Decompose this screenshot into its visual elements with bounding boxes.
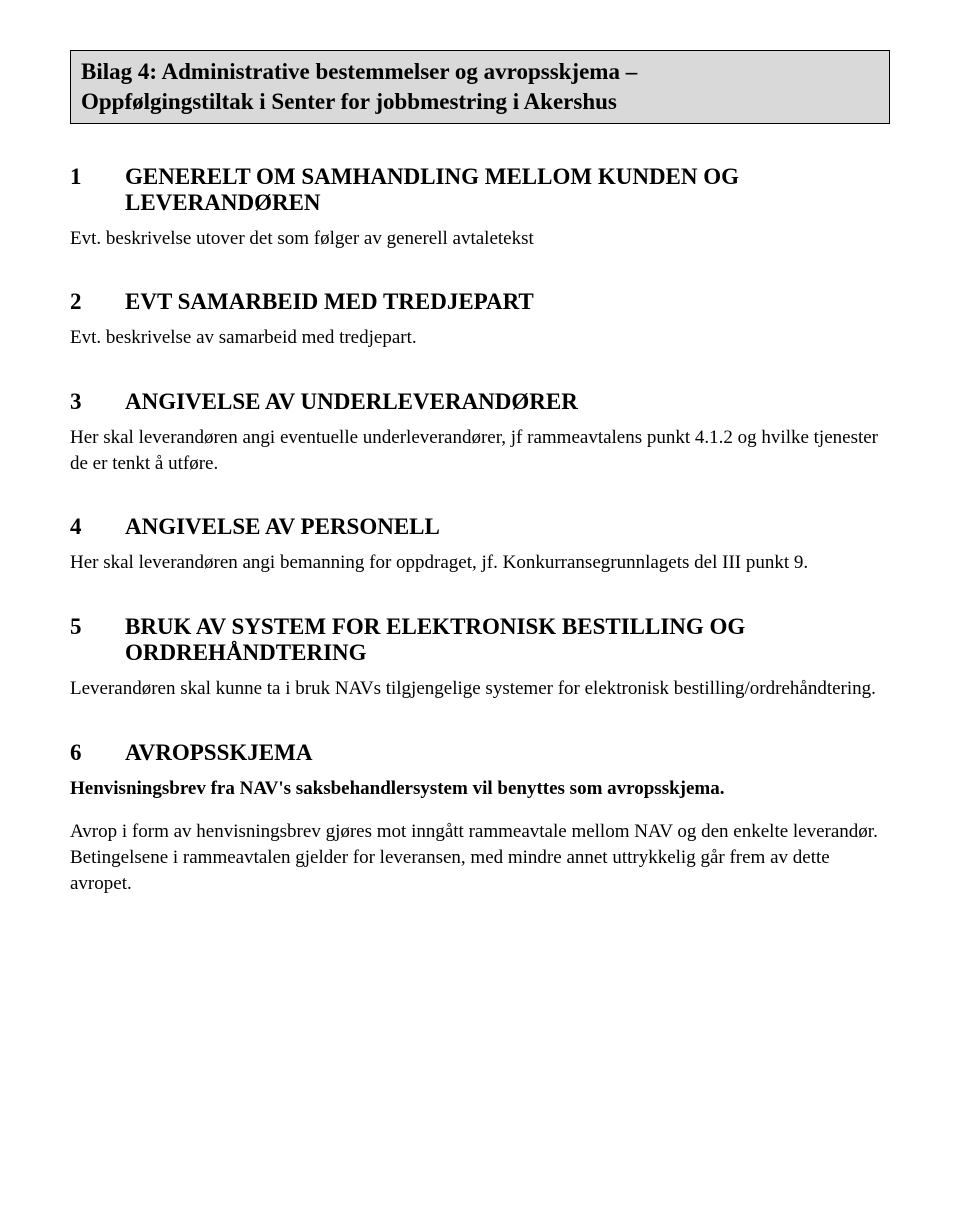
section-body: Avrop i form av henvisningsbrev gjøres m…: [70, 819, 890, 896]
section-number: 4: [70, 514, 125, 540]
section-title: BRUK AV SYSTEM FOR ELEKTRONISK BESTILLIN…: [125, 614, 890, 666]
section-heading: 5 BRUK AV SYSTEM FOR ELEKTRONISK BESTILL…: [70, 614, 890, 666]
section-1: 1 GENERELT OM SAMHANDLING MELLOM KUNDEN …: [70, 164, 890, 252]
section-3: 3 ANGIVELSE AV UNDERLEVERANDØRER Her ska…: [70, 389, 890, 476]
section-title: ANGIVELSE AV UNDERLEVERANDØRER: [125, 389, 578, 415]
section-2: 2 EVT SAMARBEID MED TREDJEPART Evt. besk…: [70, 289, 890, 351]
title-line1: Bilag 4: Administrative bestemmelser og …: [81, 57, 879, 87]
section-5: 5 BRUK AV SYSTEM FOR ELEKTRONISK BESTILL…: [70, 614, 890, 702]
section-number: 6: [70, 740, 125, 766]
section-number: 1: [70, 164, 125, 216]
section-title: EVT SAMARBEID MED TREDJEPART: [125, 289, 534, 315]
section-heading: 3 ANGIVELSE AV UNDERLEVERANDØRER: [70, 389, 890, 415]
section-heading: 6 AVROPSSKJEMA: [70, 740, 890, 766]
section-title: GENERELT OM SAMHANDLING MELLOM KUNDEN OG…: [125, 164, 890, 216]
section-body: Evt. beskrivelse av samarbeid med tredje…: [70, 325, 890, 351]
section-body: Leverandøren skal kunne ta i bruk NAVs t…: [70, 676, 890, 702]
section-number: 2: [70, 289, 125, 315]
section-6: 6 AVROPSSKJEMA Henvisningsbrev fra NAV's…: [70, 740, 890, 897]
title-line2: Oppfølgingstiltak i Senter for jobbmestr…: [81, 87, 879, 117]
section-heading: 1 GENERELT OM SAMHANDLING MELLOM KUNDEN …: [70, 164, 890, 216]
section-heading: 2 EVT SAMARBEID MED TREDJEPART: [70, 289, 890, 315]
section-body: Her skal leverandøren angi bemanning for…: [70, 550, 890, 576]
section-heading: 4 ANGIVELSE AV PERSONELL: [70, 514, 890, 540]
section-4: 4 ANGIVELSE AV PERSONELL Her skal levera…: [70, 514, 890, 576]
section-title: AVROPSSKJEMA: [125, 740, 312, 766]
document-title-box: Bilag 4: Administrative bestemmelser og …: [70, 50, 890, 124]
section-number: 3: [70, 389, 125, 415]
section-title: ANGIVELSE AV PERSONELL: [125, 514, 440, 540]
section-body: Her skal leverandøren angi eventuelle un…: [70, 425, 890, 476]
section-body-bold: Henvisningsbrev fra NAV's saksbehandlers…: [70, 776, 890, 802]
section-body: Evt. beskrivelse utover det som følger a…: [70, 226, 890, 252]
section-number: 5: [70, 614, 125, 666]
